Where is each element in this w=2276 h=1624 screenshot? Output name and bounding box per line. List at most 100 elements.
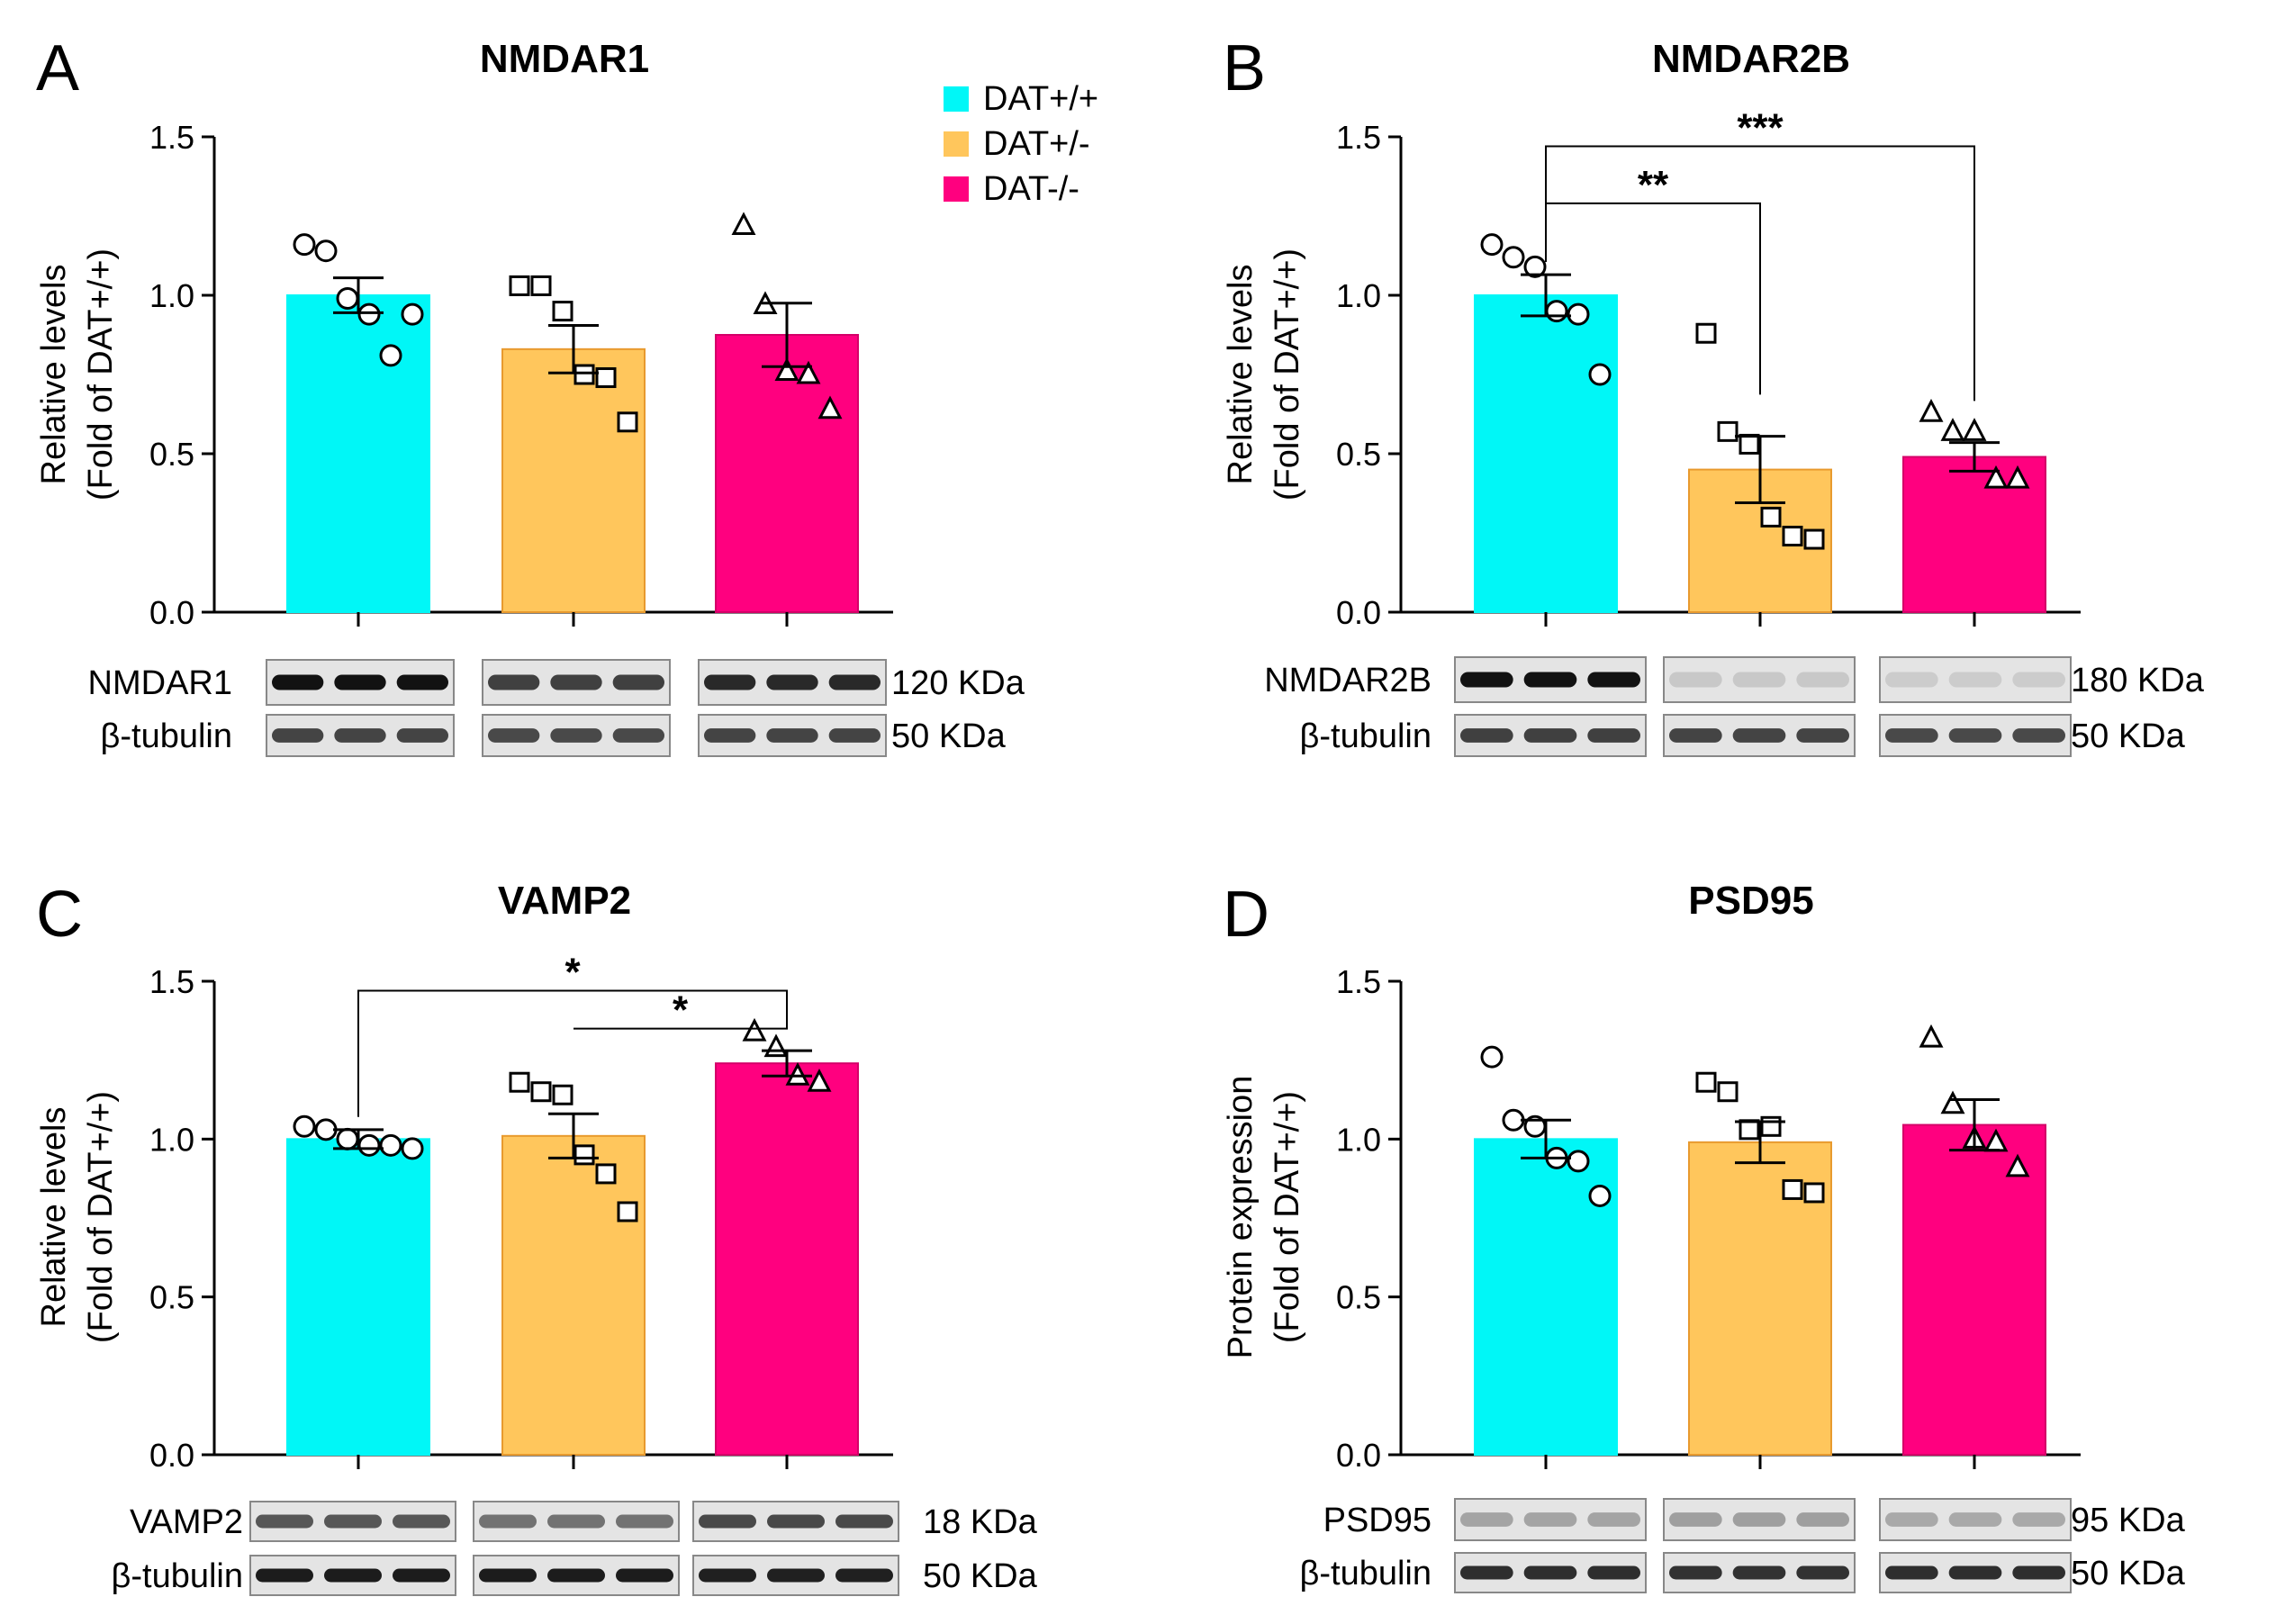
significance-bracket: ***	[1545, 106, 1975, 401]
blot-box	[249, 1555, 456, 1596]
blot-band	[2012, 1512, 2065, 1527]
y-tick-label: 0.5	[1336, 1279, 1381, 1316]
circle-marker	[1588, 363, 1612, 386]
y-tick-label: 0.5	[149, 436, 194, 473]
blot-band	[1523, 672, 1577, 688]
blot-band	[479, 1568, 537, 1583]
blot-band	[1523, 728, 1577, 743]
y-axis-label-line: (Fold of DAT+/+)	[82, 248, 120, 501]
blot-label: β-tubulin	[1300, 1555, 1432, 1592]
triangle-marker	[1919, 1024, 1944, 1048]
significance-label: *	[564, 951, 581, 995]
significance-label: **	[1638, 163, 1669, 207]
blot-band	[2012, 672, 2065, 688]
y-axis-label-line: (Fold of DAT+/+)	[1269, 248, 1306, 501]
blot-band	[704, 674, 756, 690]
blot-band	[766, 674, 818, 690]
blot-band	[704, 728, 756, 743]
circle-marker	[379, 1133, 402, 1157]
panel-d: D PSD95 Protein expression (Fold of DAT+/+)…	[1222, 879, 2186, 1593]
y-axis-label-line: (Fold of DAT+/+)	[1269, 1091, 1306, 1343]
square-marker	[1782, 526, 1803, 547]
blot-label: β-tubulin	[1300, 717, 1432, 755]
y-tick-label: 0.5	[149, 1279, 194, 1316]
square-marker	[617, 1201, 638, 1223]
blot-box	[1663, 1552, 1856, 1593]
circle-marker	[336, 287, 359, 311]
blot-band	[828, 728, 881, 743]
square-marker	[1782, 1178, 1803, 1200]
bar-DAT+/-	[501, 1134, 646, 1456]
y-axis-label: Relative levels (Fold of DAT+/+)	[35, 248, 120, 501]
triangle-marker	[1919, 399, 1944, 422]
blot-band	[488, 728, 540, 743]
square-marker	[552, 1084, 574, 1105]
blot-row: VAMP2 18 KDa	[130, 1501, 1038, 1542]
blot-label: β-tubulin	[112, 1557, 244, 1595]
blot-band	[393, 1568, 450, 1583]
y-tick-label: 0.5	[1336, 436, 1381, 473]
square-marker	[509, 1071, 530, 1093]
square-marker	[1695, 1071, 1717, 1093]
circle-marker	[314, 1118, 338, 1141]
circle-marker	[1502, 246, 1525, 269]
circle-marker	[293, 1114, 316, 1138]
y-tick-label: 1.5	[149, 963, 194, 1000]
triangle-marker	[2005, 465, 2030, 489]
blot-kda-label: 120 KDa	[891, 664, 1025, 702]
blot-row: β-tubulin 50 KDa	[101, 714, 1007, 757]
triangle-marker	[2005, 1153, 2030, 1177]
blot-band	[1948, 728, 2002, 743]
blot-box	[1454, 1498, 1647, 1541]
blot-band	[272, 674, 324, 690]
blot-box	[1879, 714, 2072, 757]
blot-label: NMDAR2B	[1264, 662, 1432, 699]
bar-DAT+/+	[1474, 294, 1618, 613]
y-axis-label: Relative levels (Fold of DAT+/+)	[1222, 248, 1306, 501]
blot-row: β-tubulin 50 KDa	[1300, 714, 2186, 757]
bar-DAT+/+	[286, 1138, 430, 1457]
blot-box	[482, 714, 671, 757]
blot-band	[835, 1514, 893, 1529]
blot-band	[1948, 1512, 2002, 1527]
blot-label: NMDAR1	[88, 664, 232, 702]
triangle-marker	[763, 1033, 789, 1058]
legend-label: DAT-/-	[983, 170, 1079, 208]
blot-membrane	[1879, 1498, 2072, 1541]
triangle-marker	[1940, 418, 1965, 441]
square-marker	[574, 364, 595, 385]
blot-band	[550, 728, 602, 743]
bar-DAT-/-	[1902, 1123, 2046, 1456]
blot-band	[1885, 1565, 1938, 1580]
blot-band	[479, 1514, 537, 1529]
blot-box	[1454, 714, 1647, 757]
blot-band	[272, 728, 324, 743]
panel-c: C VAMP2 Relative levels (Fold of DAT+/+) 0.0…	[35, 879, 1038, 1596]
blot-box	[249, 1501, 456, 1542]
bar-DAT-/-	[715, 1062, 859, 1456]
circle-marker	[314, 239, 338, 263]
blot-box	[698, 714, 887, 757]
legend-label: DAT+/-	[983, 125, 1090, 163]
blot-band	[396, 728, 448, 743]
blot-band	[616, 1514, 673, 1529]
square-marker	[617, 411, 638, 433]
y-axis-label-line: Relative levels	[35, 1107, 73, 1328]
significance-bracket: *	[357, 951, 788, 1117]
triangle-marker	[817, 395, 843, 420]
blot-band	[1587, 1565, 1640, 1580]
triangle-marker	[1983, 465, 2009, 489]
y-tick-label: 1.0	[149, 277, 194, 314]
blot-box	[1454, 1552, 1647, 1593]
blot-band	[256, 1514, 313, 1529]
square-marker	[1717, 1081, 1739, 1103]
circle-marker	[1567, 1150, 1590, 1173]
circle-marker	[336, 1127, 359, 1150]
y-tick-label: 1.0	[1336, 277, 1381, 314]
square-marker	[1739, 1119, 1760, 1141]
triangle-marker	[731, 212, 756, 236]
square-marker	[1739, 433, 1760, 455]
blot-kda-label: 50 KDa	[923, 1557, 1038, 1595]
blot-row: NMDAR1 120 KDa	[88, 659, 1025, 706]
bar-DAT-/-	[715, 334, 859, 613]
